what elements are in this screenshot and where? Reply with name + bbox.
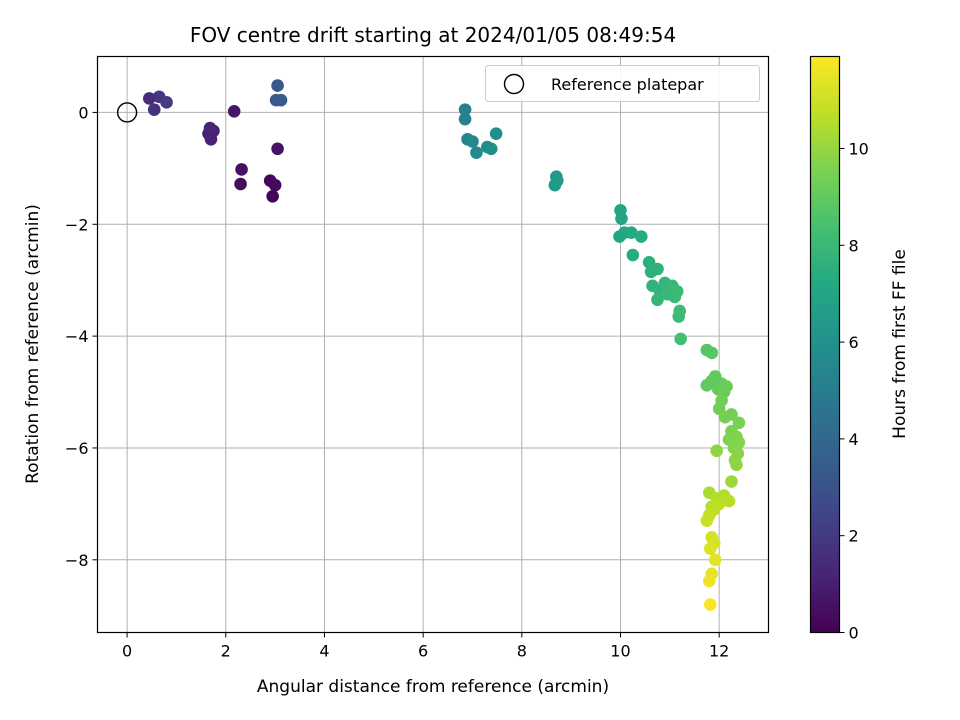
data-point xyxy=(626,248,640,262)
colorbar-ticks: 0 2 4 6 8 10 xyxy=(839,139,869,643)
data-point xyxy=(674,332,687,346)
data-point xyxy=(672,310,686,323)
reference-marker xyxy=(116,102,138,123)
data-point xyxy=(203,121,217,135)
data-point xyxy=(651,262,664,276)
data-point xyxy=(670,285,684,298)
data-point xyxy=(466,135,479,148)
data-point xyxy=(725,475,738,488)
data-point xyxy=(274,93,288,107)
data-point xyxy=(484,142,498,156)
y-tick-label: −2 xyxy=(65,215,89,234)
reference-platepar-point xyxy=(116,102,138,123)
data-point xyxy=(615,212,628,225)
x-tick-label: 6 xyxy=(418,642,428,661)
grid-lines xyxy=(97,56,769,633)
colorbar-tick-label: 6 xyxy=(849,333,859,352)
y-axis-label: Rotation from reference (arcmin) xyxy=(23,204,43,484)
y-axis-ticks: 0 −2 −4 −6 −8 xyxy=(65,103,98,570)
data-point xyxy=(470,146,483,159)
colorbar-label: Hours from first FF file xyxy=(890,249,910,439)
x-tick-label: 10 xyxy=(610,642,630,661)
data-point xyxy=(551,174,564,187)
y-tick-label: −8 xyxy=(65,551,89,570)
data-point xyxy=(710,444,723,458)
x-tick-label: 8 xyxy=(517,642,527,661)
data-point xyxy=(271,142,284,156)
data-point xyxy=(722,494,736,508)
legend-marker-icon xyxy=(503,73,525,95)
colorbar-tick-label: 0 xyxy=(849,624,859,643)
data-point xyxy=(235,163,248,176)
data-point xyxy=(642,255,656,269)
data-point xyxy=(268,178,282,192)
legend-label: Reference platepar xyxy=(551,75,704,94)
legend-box xyxy=(485,65,760,102)
data-point xyxy=(708,553,722,567)
data-point xyxy=(147,103,161,116)
data-point xyxy=(702,574,716,588)
data-point xyxy=(625,226,638,239)
colorbar-tick-label: 4 xyxy=(849,430,859,449)
legend: Reference platepar xyxy=(485,65,760,102)
data-point xyxy=(634,230,648,243)
data-point xyxy=(732,416,746,430)
y-tick-label: −4 xyxy=(65,327,89,346)
colorbar-tick-label: 10 xyxy=(849,139,869,158)
data-point xyxy=(703,542,717,555)
data-point xyxy=(730,458,743,472)
data-point xyxy=(725,408,738,421)
data-point xyxy=(700,514,714,527)
data-point xyxy=(143,92,156,105)
data-point xyxy=(458,103,472,116)
data-point xyxy=(458,112,472,126)
data-point xyxy=(705,346,719,360)
y-tick-label: 0 xyxy=(78,103,88,122)
x-axis-ticks: 0 2 4 6 8 10 12 xyxy=(122,632,729,661)
data-point xyxy=(266,190,279,203)
data-point xyxy=(160,96,173,109)
data-point xyxy=(720,380,733,393)
data-point xyxy=(651,293,664,307)
data-point xyxy=(204,132,218,146)
data-points xyxy=(143,79,746,611)
colorbar xyxy=(809,55,841,634)
data-point xyxy=(489,127,503,140)
x-axis-label: Angular distance from reference (arcmin) xyxy=(257,677,609,697)
x-tick-label: 2 xyxy=(221,642,231,661)
data-point xyxy=(227,105,241,118)
colorbar-tick-label: 8 xyxy=(849,236,859,255)
chart-title: FOV centre drift starting at 2024/01/05 … xyxy=(190,23,676,47)
x-tick-label: 4 xyxy=(319,642,329,661)
x-tick-label: 12 xyxy=(709,642,729,661)
data-point xyxy=(271,79,284,92)
x-tick-label: 0 xyxy=(122,642,132,661)
colorbar-tick-label: 2 xyxy=(849,527,859,546)
plot-frame xyxy=(96,55,770,634)
data-point xyxy=(234,177,247,191)
y-tick-label: −6 xyxy=(65,439,89,458)
data-point xyxy=(703,598,717,611)
